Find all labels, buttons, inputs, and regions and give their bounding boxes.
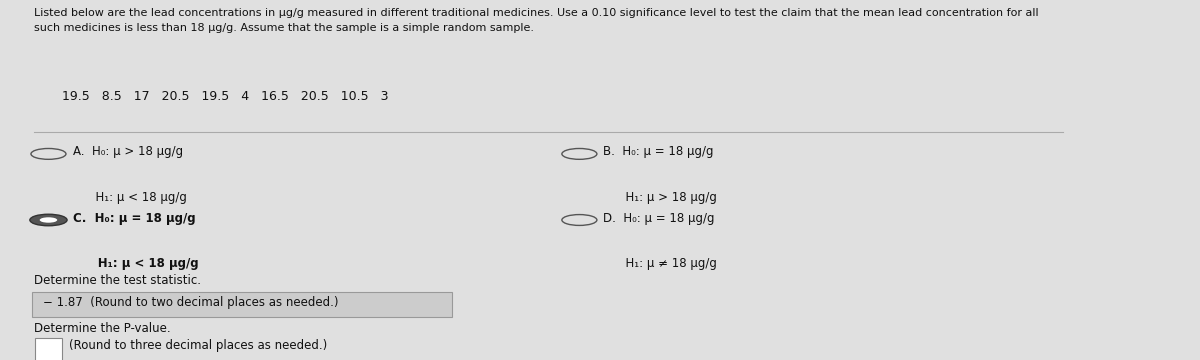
Text: 19.5   8.5   17   20.5   19.5   4   16.5   20.5   10.5   3: 19.5 8.5 17 20.5 19.5 4 16.5 20.5 10.5 3: [61, 90, 388, 103]
Text: H₁: μ > 18 μg/g: H₁: μ > 18 μg/g: [604, 191, 718, 204]
Text: (Round to three decimal places as needed.): (Round to three decimal places as needed…: [70, 339, 328, 352]
Text: Determine the test statistic.: Determine the test statistic.: [35, 274, 202, 287]
Text: H₁: μ ≠ 18 μg/g: H₁: μ ≠ 18 μg/g: [604, 257, 718, 270]
Text: Determine the P-value.: Determine the P-value.: [35, 322, 170, 335]
FancyBboxPatch shape: [35, 338, 61, 360]
Text: − 1.87  (Round to two decimal places as needed.): − 1.87 (Round to two decimal places as n…: [43, 296, 338, 309]
Text: Listed below are the lead concentrations in μg/g measured in different tradition: Listed below are the lead concentrations…: [35, 8, 1039, 33]
Circle shape: [40, 217, 58, 223]
Text: D.  H₀: μ = 18 μg/g: D. H₀: μ = 18 μg/g: [604, 212, 715, 225]
Text: H₁: μ < 18 μg/g: H₁: μ < 18 μg/g: [72, 191, 186, 204]
Circle shape: [30, 214, 67, 226]
FancyBboxPatch shape: [32, 292, 452, 317]
Text: C.  H₀: μ = 18 μg/g: C. H₀: μ = 18 μg/g: [72, 212, 196, 225]
Text: B.  H₀: μ = 18 μg/g: B. H₀: μ = 18 μg/g: [604, 145, 714, 158]
Text: A.  H₀: μ > 18 μg/g: A. H₀: μ > 18 μg/g: [72, 145, 182, 158]
Text: H₁: μ < 18 μg/g: H₁: μ < 18 μg/g: [72, 257, 198, 270]
